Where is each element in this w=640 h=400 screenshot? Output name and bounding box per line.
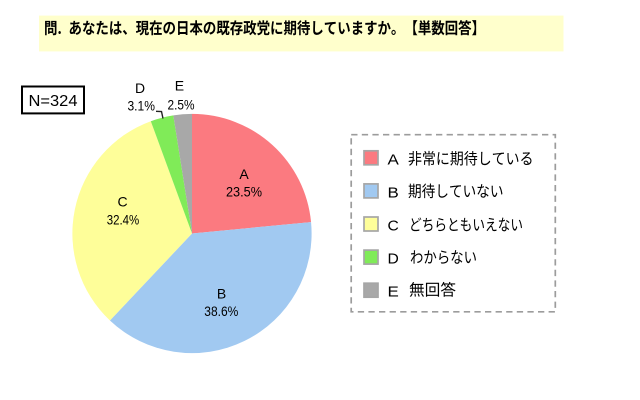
svg-text:3.1%: 3.1%: [127, 97, 155, 113]
svg-text:C: C: [388, 218, 399, 235]
svg-text:38.6%: 38.6%: [204, 303, 238, 319]
svg-text:A: A: [239, 166, 249, 182]
svg-text:E: E: [388, 284, 399, 301]
svg-text:2.5%: 2.5%: [168, 97, 195, 113]
svg-text:N=324: N=324: [29, 93, 78, 110]
svg-text:C: C: [117, 194, 127, 210]
svg-text:A: A: [388, 151, 399, 168]
svg-text:B: B: [217, 286, 226, 302]
svg-text:23.5%: 23.5%: [226, 184, 262, 200]
svg-text:D: D: [135, 80, 145, 96]
svg-text:D: D: [388, 251, 399, 268]
svg-text:B: B: [388, 184, 399, 201]
svg-text:32.4%: 32.4%: [107, 212, 140, 228]
svg-text:E: E: [175, 78, 184, 94]
